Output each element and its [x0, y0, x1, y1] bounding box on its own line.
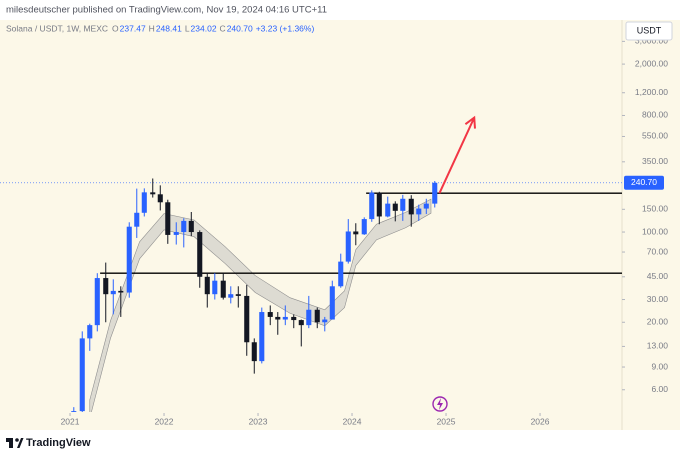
y-tick-label: 100.00	[642, 226, 668, 236]
legend-text: 234.02	[191, 23, 217, 33]
legend-text: Solana / USDT, 1W, MEXC	[6, 23, 108, 33]
x-tick-label: 2021	[61, 416, 80, 426]
candle-body	[181, 220, 187, 233]
projection-arrow	[438, 117, 476, 194]
candle-body	[259, 312, 265, 362]
last-price-label: 240.70	[631, 177, 657, 187]
y-tick-label: 550.00	[642, 131, 668, 141]
y-tick-label: 1,200.00	[635, 87, 668, 97]
candle-body	[235, 294, 241, 296]
candle-body	[314, 309, 320, 323]
candle-body	[71, 411, 77, 412]
y-tick-label: 30.00	[647, 294, 669, 304]
y-tick-label: 3,000.00	[635, 36, 668, 46]
candle-body	[204, 276, 210, 295]
currency-button[interactable]	[625, 21, 673, 41]
y-tick-label: 350.00	[642, 156, 668, 166]
y-tick-label: 20.00	[647, 317, 669, 327]
candle-body	[306, 309, 312, 326]
x-tick-label: 2022	[155, 416, 174, 426]
legend-text: O	[112, 23, 119, 33]
candle-body	[432, 182, 438, 204]
footer-bar	[0, 430, 680, 455]
chart-background	[0, 20, 680, 430]
candle-body	[392, 203, 398, 211]
legend-text: C	[220, 23, 226, 33]
candle-body	[157, 194, 163, 203]
icon-bolt	[437, 398, 443, 410]
candle-body	[251, 342, 257, 362]
candle-body	[244, 295, 250, 343]
y-tick-label: 70.00	[647, 246, 669, 256]
candle-body	[118, 290, 124, 293]
candle-body	[282, 316, 288, 320]
y-tick-label: 2,000.00	[635, 58, 668, 68]
candle-body	[94, 278, 100, 326]
candle-body	[376, 192, 382, 217]
logo-part	[9, 438, 13, 448]
legend-text: L	[185, 23, 190, 33]
candle-body	[329, 286, 335, 320]
candle-body	[298, 320, 304, 326]
brand-logo	[6, 438, 24, 448]
y-tick-label: 6.00	[651, 384, 668, 394]
candle-body	[134, 212, 140, 227]
currency-label: USDT	[637, 25, 662, 35]
candle-body	[416, 208, 422, 215]
candle-body	[423, 203, 429, 209]
logo-part	[15, 438, 19, 442]
legend: Solana / USDT, 1W, MEXC O 237.47 H 248.41 L 23…	[6, 23, 314, 33]
candle-body	[141, 192, 147, 213]
candle-body	[79, 338, 85, 412]
y-tick-label: 45.00	[647, 271, 669, 281]
candle-body	[212, 280, 218, 295]
lightning-icon[interactable]	[432, 396, 448, 412]
candle-body	[197, 232, 203, 277]
candle-body	[228, 294, 234, 298]
candle-body	[220, 280, 226, 298]
candle-body	[353, 231, 359, 235]
legend-text: 237.47	[120, 23, 146, 33]
y-tick-label: 800.00	[642, 110, 668, 120]
logo-part	[17, 438, 24, 448]
icon-ring	[432, 396, 448, 412]
legend-text: +3.23 (+1.36%)	[256, 23, 315, 33]
candle-body	[338, 261, 344, 287]
candle-body	[103, 278, 109, 295]
candle-body	[361, 219, 367, 235]
candle-body	[188, 220, 194, 233]
legend-text: 240.70	[227, 23, 253, 33]
x-tick-label: 2023	[249, 416, 268, 426]
candle-body	[291, 316, 297, 321]
brand-name: TradingView	[26, 437, 91, 449]
candle-body	[110, 290, 116, 295]
candle-body	[408, 198, 414, 215]
legend-text: 248.41	[156, 23, 182, 33]
candle-body	[150, 192, 156, 195]
candle-body	[400, 198, 406, 211]
candle-body	[267, 312, 273, 317]
candle-body	[322, 319, 328, 323]
candle-body	[385, 203, 391, 217]
candle-body	[165, 202, 171, 235]
header-text: milesdeutscher published on TradingView.…	[6, 5, 327, 16]
candle-body	[126, 226, 132, 293]
y-tick-label: 150.00	[642, 204, 668, 214]
candle-body	[275, 316, 281, 320]
x-tick-label: 2026	[531, 416, 550, 426]
y-tick-label: 13.00	[647, 341, 669, 351]
legend-text: H	[149, 23, 155, 33]
candle-body	[173, 232, 179, 235]
candle-body	[87, 325, 93, 339]
header-bar	[0, 0, 680, 20]
candle-body	[345, 231, 351, 262]
x-tick-label: 2025	[437, 416, 456, 426]
x-tick-label: 2024	[343, 416, 362, 426]
candle-body	[369, 192, 375, 220]
y-tick-label: 9.00	[651, 361, 668, 371]
last-price-box	[624, 175, 664, 190]
arrow-head	[464, 115, 476, 129]
